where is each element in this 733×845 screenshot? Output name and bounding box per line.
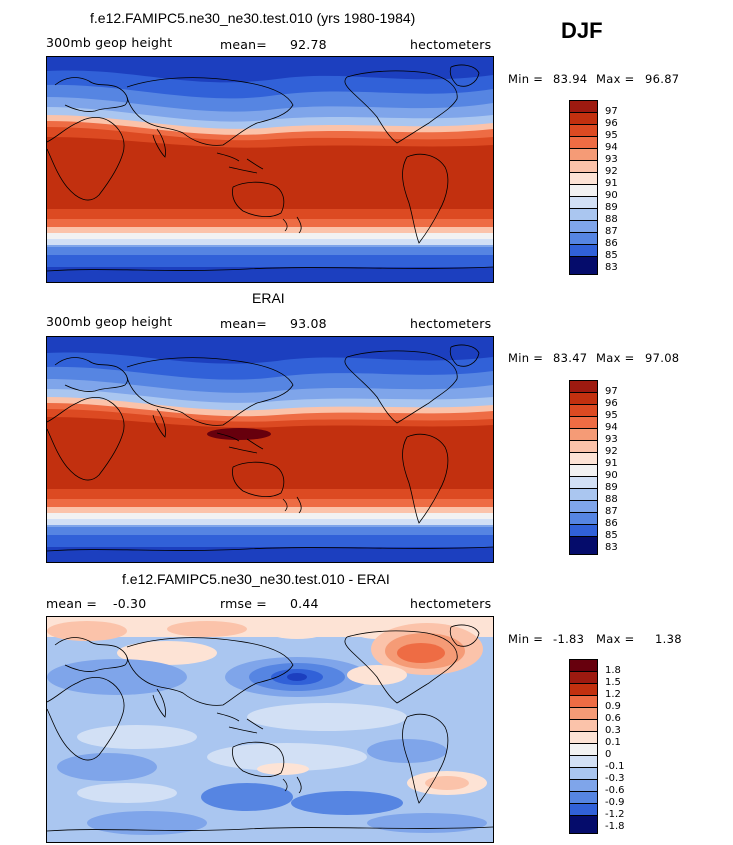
panel2-tick: 88 (605, 494, 618, 505)
panel2-mean-label: mean= (220, 316, 267, 331)
panel2-tick: 94 (605, 422, 618, 433)
panel3-map-svg (47, 617, 493, 842)
panel3-tick: -0.6 (605, 785, 625, 796)
panel3-tick: 0.6 (605, 713, 621, 724)
season-label: DJF (561, 18, 603, 43)
panel1-tick: 92 (605, 166, 618, 177)
panel3-min-value: -1.83 (553, 632, 585, 646)
panel1-tick: 97 (605, 106, 618, 117)
panel1-tick: 87 (605, 226, 618, 237)
panel3-tick: -0.9 (605, 797, 625, 808)
panel2-mean-value: 93.08 (290, 316, 327, 331)
panel3-tick: 0.9 (605, 701, 621, 712)
panel1-map (46, 56, 494, 283)
panel2-min-value: 83.47 (553, 351, 588, 365)
panel1-min-label: Min = (508, 72, 544, 86)
panel3-tick: 0.1 (605, 737, 621, 748)
panel3-mean-value: -0.30 (113, 596, 147, 611)
panel1-mean-value: 92.78 (290, 37, 327, 52)
panel1-tick: 94 (605, 142, 618, 153)
panel3-tick: 0.3 (605, 725, 621, 736)
panel1-units: hectometers (410, 37, 492, 52)
panel3-tick: -1.8 (605, 821, 625, 832)
panel2-tick: 91 (605, 458, 618, 469)
panel1-tick: 86 (605, 238, 618, 249)
panel1-tick: 90 (605, 190, 618, 201)
panel2-colorbar (569, 380, 598, 555)
panel3-tick: -1.2 (605, 809, 625, 820)
panel3-tick: -0.1 (605, 761, 625, 772)
panel3-units: hectometers (410, 596, 492, 611)
panel1-tick: 91 (605, 178, 618, 189)
panel1-mean-label: mean= (220, 37, 267, 52)
panel2-tick: 90 (605, 470, 618, 481)
panel1-tick: 83 (605, 262, 618, 273)
panel2-tick: 89 (605, 482, 618, 493)
panel3-colorbar (569, 659, 598, 834)
panel1-map-svg (47, 57, 493, 282)
panel3-tick: 1.5 (605, 677, 621, 688)
panel1-max-label: Max = (596, 72, 635, 86)
panel3-rmse-value: 0.44 (290, 596, 319, 611)
panel2-units: hectometers (410, 316, 492, 331)
panel1-min-value: 83.94 (553, 72, 588, 86)
panel3-mean-label: mean = (46, 596, 98, 611)
panel1-tick: 96 (605, 118, 618, 129)
panel3-title: f.e12.FAMIPC5.ne30_ne30.test.010 - ERAI (122, 571, 390, 587)
panel1-tick: 95 (605, 130, 618, 141)
panel1-tick: 85 (605, 250, 618, 261)
panel3-max-value: 1.38 (655, 632, 682, 646)
panel3-tick: 0 (605, 749, 612, 760)
panel2-map-svg (47, 337, 493, 562)
panel2-min-label: Min = (508, 351, 544, 365)
panel1-tick: 93 (605, 154, 618, 165)
panel3-rmse-label: rmse = (220, 596, 267, 611)
panel2-tick: 92 (605, 446, 618, 457)
panel3-max-label: Max = (596, 632, 635, 646)
panel2-max-label: Max = (596, 351, 635, 365)
panel1-tick: 88 (605, 214, 618, 225)
panel1-max-value: 96.87 (645, 72, 680, 86)
panel3-tick: 1.2 (605, 689, 621, 700)
panel2-tick: 93 (605, 434, 618, 445)
panel2-tick: 85 (605, 530, 618, 541)
panel1-title: f.e12.FAMIPC5.ne30_ne30.test.010 (yrs 19… (90, 10, 416, 26)
panel2-tick: 87 (605, 506, 618, 517)
panel2-tick: 95 (605, 410, 618, 421)
panel2-map (46, 336, 494, 563)
panel1-tick: 89 (605, 202, 618, 213)
panel1-colorbar (569, 100, 598, 275)
panel2-tick: 97 (605, 386, 618, 397)
panel3-tick: -0.3 (605, 773, 625, 784)
panel3-tick: 1.8 (605, 665, 621, 676)
panel1-variable-label: 300mb geop height (46, 35, 173, 50)
panel2-tick: 96 (605, 398, 618, 409)
panel2-title: ERAI (252, 290, 285, 306)
panel3-map (46, 616, 494, 843)
panel2-max-value: 97.08 (645, 351, 680, 365)
panel3-min-label: Min = (508, 632, 544, 646)
panel2-tick: 83 (605, 542, 618, 553)
panel2-tick: 86 (605, 518, 618, 529)
panel2-variable-label: 300mb geop height (46, 314, 173, 329)
